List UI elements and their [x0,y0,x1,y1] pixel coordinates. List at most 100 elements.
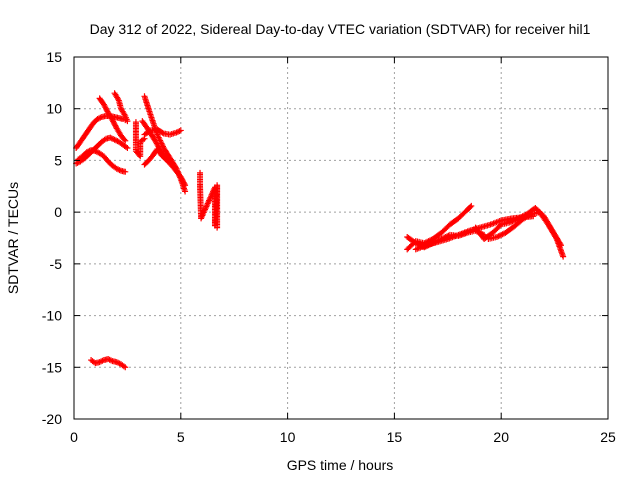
data-point-fill [146,153,155,163]
data-point-fill [110,118,120,130]
series-track-d [96,95,129,144]
data-point-fill [119,168,127,175]
data-point-fill [155,127,166,136]
data-point-fill [117,139,125,147]
data-point-fill [456,208,469,221]
data-point-fill [89,358,97,366]
data-point-fill [95,114,104,122]
data-point [177,127,184,134]
data-point-fill [115,359,123,367]
data-point-fill [214,208,221,230]
data-point-fill [155,147,164,158]
data-point-fill [168,130,178,138]
data-point-fill [86,121,96,132]
data-point-fill [121,142,129,150]
data-point-fill [405,234,418,246]
series-track-q [485,209,567,260]
y-tick-label: 5 [54,152,62,168]
data-point-fill [214,183,221,212]
data-point-fill [118,107,128,118]
x-axis: 0 5 10 15 20 25 [70,57,616,445]
data-point [124,145,131,152]
data-point-fill [512,217,525,229]
data-point-fill [141,94,154,118]
data-marks [73,90,567,371]
data-point [122,168,129,175]
data-point-fill [73,140,83,150]
data-point-fill [495,230,508,240]
plot-frame [73,56,609,420]
data-point-fill [95,139,104,148]
y-axis-label: SDTVAR / TECUs [5,182,21,294]
data-point-fill [114,126,124,138]
data-point-fill [117,115,125,122]
data-point-fill [113,137,121,145]
data-point-fill [100,113,108,120]
data-point-fill [162,130,172,138]
data-point-fill [545,222,559,241]
data-point-fill [155,133,166,150]
data-point-fill [172,166,183,179]
data-point-fill [439,222,452,235]
data-point-fill [503,224,516,235]
data-point-fill [508,216,520,225]
data-point-fill [149,126,159,134]
data-point-fill [113,114,121,121]
data-point-fill [85,147,93,155]
data-point-fill [115,166,123,174]
data-point-fill [100,136,108,144]
y-tick-label: 0 [54,204,62,220]
data-point-fill [431,230,444,242]
data-point-fill [76,154,85,162]
data-point-fill [91,117,100,126]
data-point-fill [174,128,183,135]
data-point [141,135,148,142]
data-point-fill [82,127,92,138]
data-point-fill [97,96,107,107]
data-point [162,156,169,163]
data-point-fill [134,149,143,158]
data-point-fill [74,159,82,166]
data-point-fill [93,148,102,156]
data-point-fill [82,152,91,161]
data-point-fill [80,150,89,159]
data-point-fill [101,102,111,115]
y-tick-label: -5 [50,256,63,272]
series-track-h [141,126,184,138]
data-point-fill [537,210,551,227]
data-point-fill [142,128,153,137]
data-point-fill [159,153,168,162]
data-point-fill [78,156,87,164]
data-point-fill [161,146,173,161]
data-point-fill [520,212,533,222]
series-track-e [111,90,131,125]
data-point-fill [108,135,117,143]
data-point-fill [448,216,461,227]
data-point-fill [106,111,115,122]
data-point-fill [138,136,147,144]
data-point [214,224,221,231]
data-point-fill [554,237,566,259]
y-tick-label: -15 [42,359,62,375]
y-tick-label: 10 [46,101,62,117]
data-point-fill [422,236,435,246]
data-point [560,253,567,260]
data-point-fill [106,356,115,364]
x-axis-label: GPS time / hours [287,457,394,473]
chart-title: Day 312 of 2022, Sidereal Day-to-day VTE… [90,21,591,37]
x-tick-label: 10 [280,429,296,445]
data-point-fill [119,362,127,370]
series-scatter-k [197,169,221,231]
data-point-fill [98,151,106,159]
data-point-fill [89,147,97,154]
data-point [122,364,129,371]
data-point-fill [112,91,122,102]
series-track-l [88,356,129,371]
data-point-fill [490,222,503,235]
data-point [182,182,189,189]
data-point-fill [166,159,177,171]
data-point-fill [101,154,111,164]
series-track-i [141,146,169,168]
x-tick-label: 15 [387,429,403,445]
